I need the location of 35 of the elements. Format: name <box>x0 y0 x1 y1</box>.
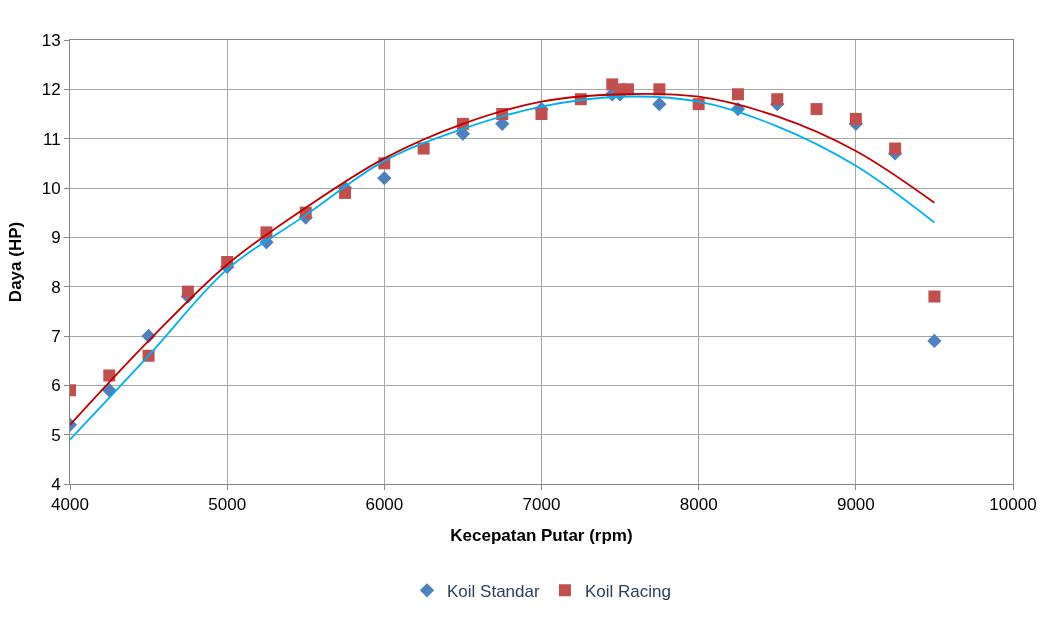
point <box>103 369 116 382</box>
point <box>810 103 823 116</box>
y-tick-label: 11 <box>42 129 61 149</box>
x-axis-title: Kecepatan Putar (rpm) <box>450 525 633 545</box>
y-tick-label: 13 <box>41 30 61 50</box>
legend-label: Koil Standar <box>447 581 540 601</box>
point <box>339 186 352 199</box>
y-tick-label: 12 <box>41 80 61 100</box>
x-tick-label: 9000 <box>836 495 875 515</box>
point <box>927 333 942 349</box>
point <box>535 108 548 120</box>
point <box>181 285 194 298</box>
point <box>377 170 392 186</box>
x-tick-label: 7000 <box>522 495 561 515</box>
x-tick-label: 6000 <box>365 495 404 515</box>
point <box>849 112 862 125</box>
point <box>652 96 667 112</box>
x-tick-label: 5000 <box>208 495 247 515</box>
y-tick-label: 9 <box>51 228 61 248</box>
point <box>928 290 941 303</box>
legend-label: Koil Racing <box>584 581 671 601</box>
x-tick-label: 8000 <box>679 495 718 515</box>
y-tick-label: 6 <box>51 376 61 396</box>
point <box>889 142 902 155</box>
y-axis-title: Daya (HP) <box>6 221 26 303</box>
y-tick-label: 10 <box>41 178 61 198</box>
y-tick-label: 5 <box>51 425 61 445</box>
y-tick-label: 7 <box>51 326 61 346</box>
y-tick-label: 4 <box>51 474 61 494</box>
point <box>417 142 430 155</box>
point <box>731 88 744 101</box>
x-tick-label: 10000 <box>989 495 1037 515</box>
point <box>771 93 784 106</box>
x-tick-label: 4000 <box>51 495 89 515</box>
y-tick-label: 8 <box>51 277 61 297</box>
